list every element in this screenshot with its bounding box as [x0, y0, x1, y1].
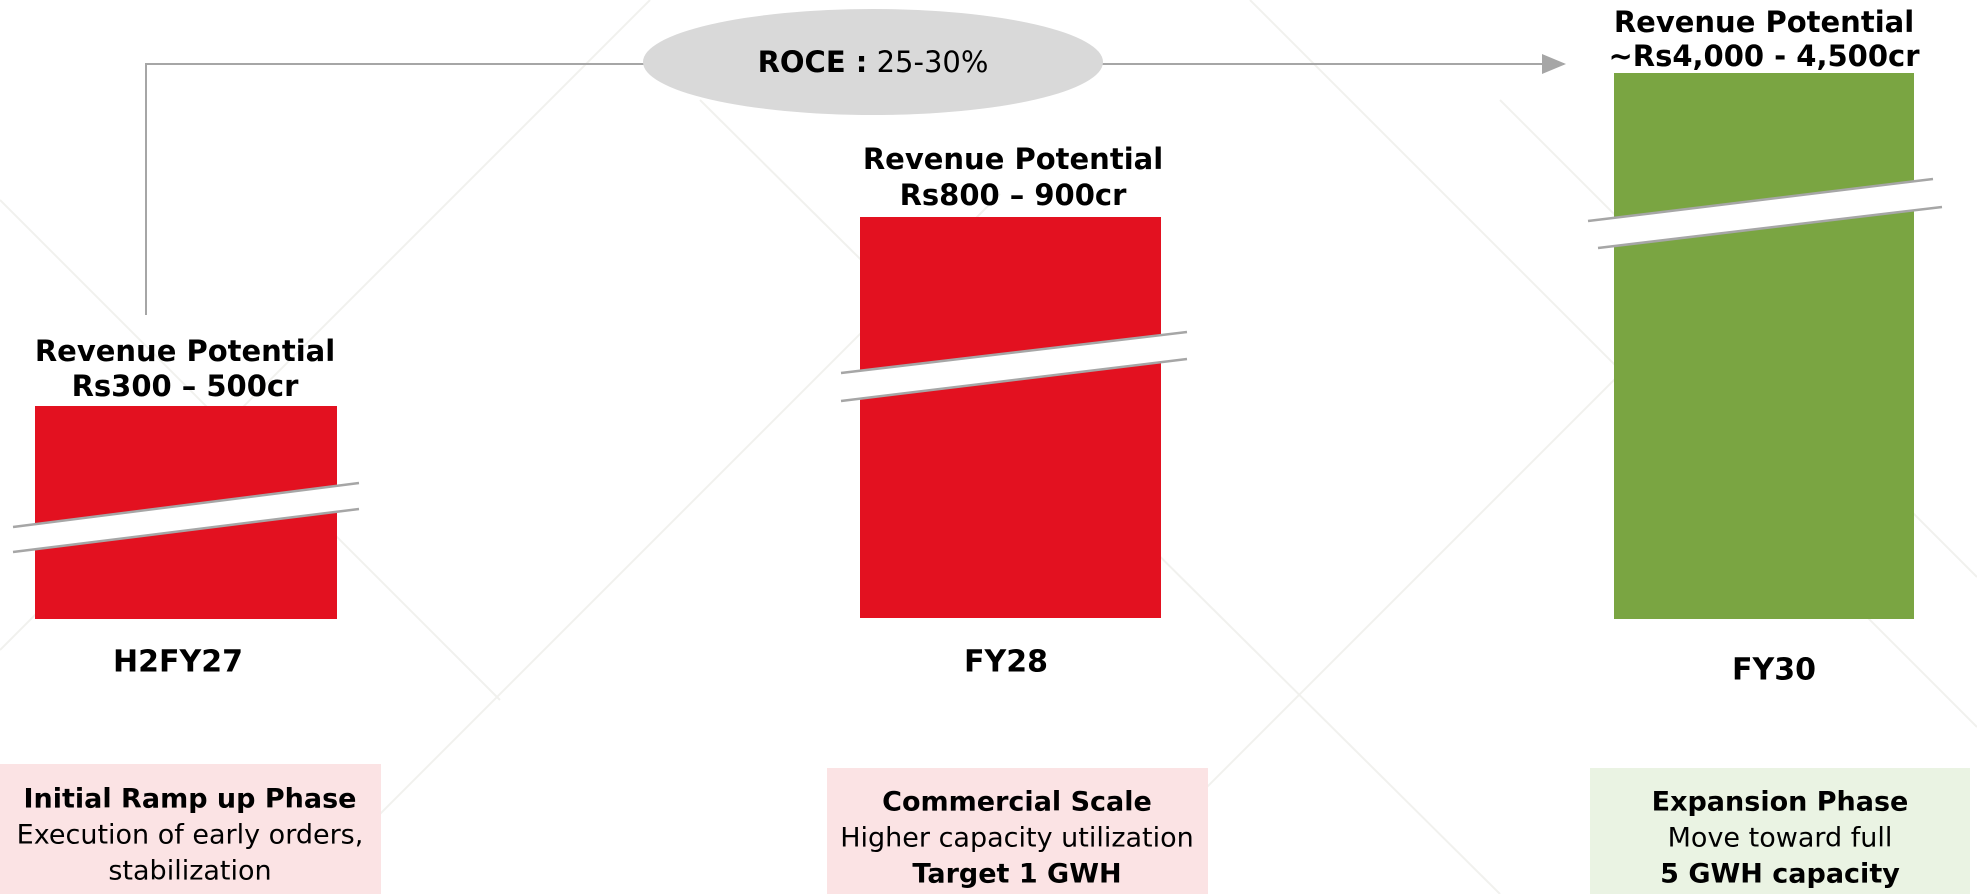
period-label: FY30	[1732, 653, 1816, 688]
revenue-range: Rs800 – 900cr	[900, 178, 1128, 212]
phase-box	[0, 764, 381, 894]
period-label: FY28	[964, 645, 1048, 680]
axis-break-line	[1597, 205, 1943, 250]
revenue-range: Rs300 – 500cr	[72, 369, 300, 403]
phase-line: Initial Ramp up Phase	[24, 784, 357, 815]
revenue-range: ~Rs4,000 - 4,500cr	[1608, 39, 1920, 73]
axis-break-line	[840, 330, 1188, 375]
phase-line: stabilization	[108, 856, 271, 887]
axis-break-band	[13, 483, 359, 552]
revenue-bar	[1614, 73, 1914, 619]
axis-break-line	[12, 481, 360, 529]
roce-label: ROCE :	[758, 45, 868, 79]
axis-break-line	[12, 507, 360, 554]
phase-line: Commercial Scale	[882, 787, 1152, 818]
axis-break-line	[840, 357, 1188, 403]
phase-line: Target 1 GWH	[912, 859, 1121, 890]
phase-line: Expansion Phase	[1652, 787, 1909, 818]
axis-break-band	[1588, 179, 1942, 248]
phase-line: 5 GWH capacity	[1660, 859, 1900, 890]
axis-break-line	[1587, 177, 1934, 223]
phase-box	[1590, 768, 1970, 894]
period-label: H2FY27	[113, 645, 243, 680]
revenue-title: Revenue Potential	[35, 334, 335, 368]
roce-ellipse	[643, 9, 1103, 115]
phase-box	[827, 768, 1208, 894]
revenue-bar	[860, 217, 1161, 618]
phase-line: Move toward full	[1668, 823, 1893, 854]
revenue-title: Revenue Potential	[1614, 5, 1914, 39]
revenue-title: Revenue Potential	[863, 142, 1163, 176]
phase-line: Higher capacity utilization	[840, 823, 1194, 854]
roce-text: ROCE : 25-30%	[758, 45, 989, 79]
axis-break-band	[841, 332, 1187, 401]
phase-line: Execution of early orders,	[17, 820, 364, 851]
roce-value: 25-30%	[877, 45, 989, 79]
